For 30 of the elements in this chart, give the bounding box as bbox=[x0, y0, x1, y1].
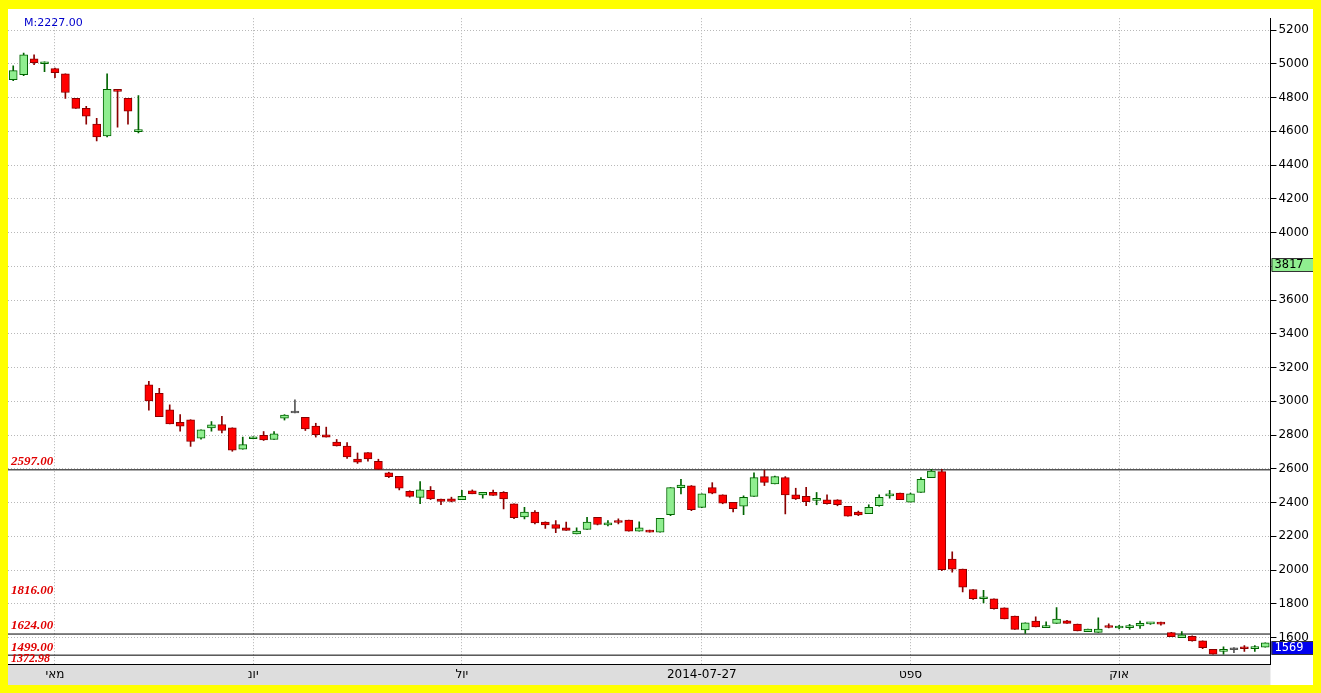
y-tick-label: 4600 bbox=[1278, 123, 1310, 138]
y-tick-label: 3000 bbox=[1278, 393, 1310, 408]
y-tick-label: 3400 bbox=[1278, 325, 1310, 340]
x-tick-label: אוק bbox=[1109, 666, 1130, 681]
y-tick-label: 5200 bbox=[1278, 22, 1310, 37]
y-tick-label: 1800 bbox=[1278, 595, 1310, 610]
y-tick-label: 4400 bbox=[1278, 157, 1310, 172]
y-tick-label: 4000 bbox=[1278, 224, 1310, 239]
y-tick-label: 2200 bbox=[1278, 528, 1310, 543]
y-tick-label: 2800 bbox=[1278, 427, 1310, 442]
y-tick-label: 5000 bbox=[1278, 55, 1310, 70]
y-tick-label: 4800 bbox=[1278, 89, 1310, 104]
text: 3817 bbox=[1274, 257, 1304, 272]
ref-line-label: 1499.00 bbox=[11, 638, 54, 654]
x-tick-label: 2014-07-27 bbox=[666, 666, 737, 681]
y-tick-label: 4200 bbox=[1278, 190, 1310, 205]
y-tick-label: 2400 bbox=[1278, 494, 1310, 509]
x-tick-label: מאי bbox=[45, 666, 65, 681]
x-tick-label: ספט bbox=[898, 666, 923, 681]
ref-line-label: 1624.00 bbox=[11, 617, 54, 633]
x-tick-label: יונ bbox=[247, 666, 259, 681]
text: 1569 bbox=[1274, 640, 1304, 655]
y-tick-label: 3200 bbox=[1278, 359, 1310, 374]
y-tick-label: 2600 bbox=[1278, 460, 1310, 475]
annotation: M:2227.00 bbox=[24, 15, 83, 29]
annotation: 1816.00 bbox=[11, 581, 54, 597]
y-tick-label: 3600 bbox=[1278, 292, 1310, 307]
x-tick-label: יול bbox=[455, 666, 469, 681]
ref-line-label: 2597.00 bbox=[10, 453, 54, 469]
y-tick-label: 2000 bbox=[1278, 562, 1310, 577]
